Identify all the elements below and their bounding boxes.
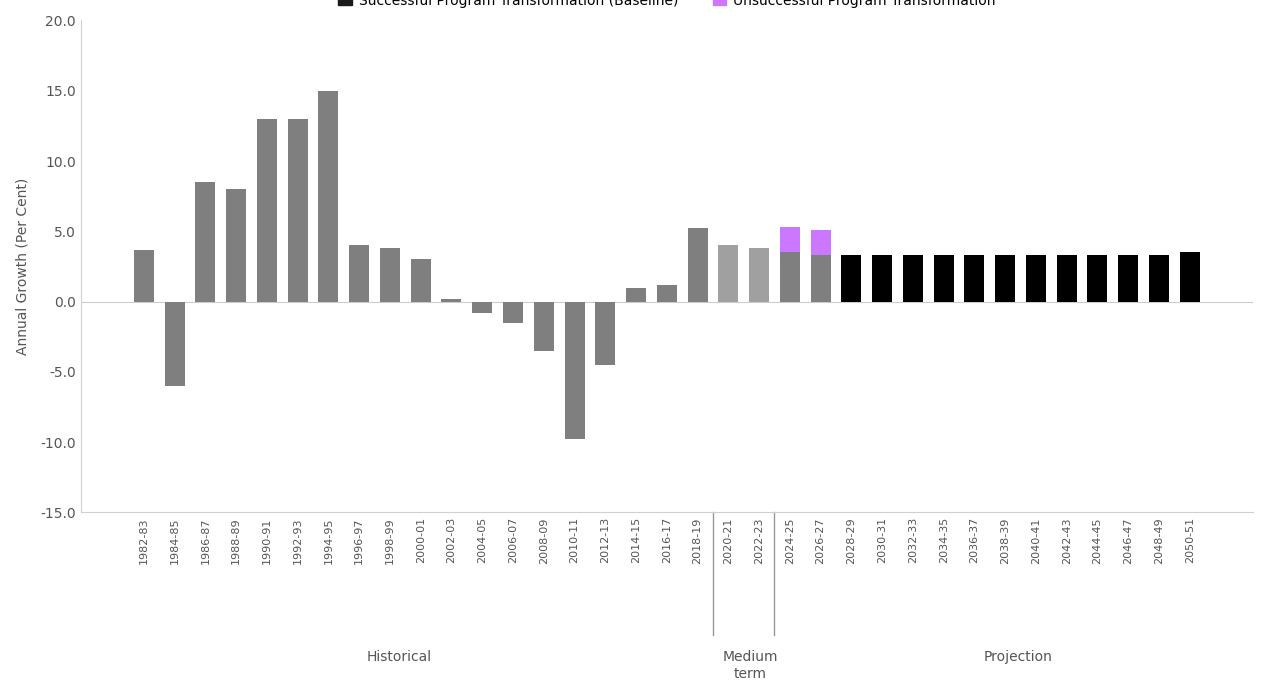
Bar <box>349 245 369 302</box>
Bar <box>1179 253 1200 302</box>
Bar <box>933 255 954 302</box>
Bar <box>165 302 185 386</box>
Bar <box>288 119 308 302</box>
Bar <box>380 248 399 302</box>
Bar <box>657 285 677 302</box>
Bar <box>687 229 708 302</box>
Bar <box>503 302 522 323</box>
Text: Medium
term: Medium term <box>723 650 779 680</box>
Bar <box>1056 255 1077 302</box>
Bar <box>780 253 800 302</box>
Y-axis label: Annual Growth (Per Cent): Annual Growth (Per Cent) <box>15 178 29 355</box>
Bar <box>318 91 339 302</box>
Bar <box>411 259 431 302</box>
Bar <box>626 287 645 302</box>
Bar <box>257 119 276 302</box>
Bar <box>810 230 831 255</box>
Bar <box>226 189 246 302</box>
Bar <box>534 302 554 351</box>
Bar <box>195 182 216 302</box>
Bar <box>1118 255 1139 302</box>
Bar <box>1026 255 1046 302</box>
Text: Projection: Projection <box>984 650 1052 665</box>
Bar <box>1088 255 1107 302</box>
Bar <box>441 299 462 302</box>
Bar <box>780 227 800 253</box>
Bar <box>903 255 923 302</box>
Bar <box>749 248 770 302</box>
Bar <box>872 255 893 302</box>
Bar <box>810 255 831 302</box>
Text: Historical: Historical <box>366 650 431 665</box>
Legend: Successful Program Transformation (Baseline), Unsuccessful Program Transformatio: Successful Program Transformation (Basel… <box>332 0 1002 13</box>
Bar <box>564 302 585 439</box>
Bar <box>965 255 984 302</box>
Bar <box>1149 255 1169 302</box>
Bar <box>842 255 861 302</box>
Bar <box>995 255 1016 302</box>
Bar <box>595 302 615 365</box>
Bar <box>472 302 492 313</box>
Bar <box>718 245 738 302</box>
Bar <box>134 249 153 302</box>
